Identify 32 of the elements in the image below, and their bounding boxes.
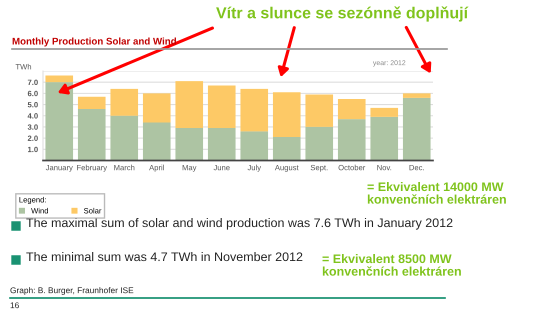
bar	[208, 86, 236, 128]
bar	[370, 108, 398, 117]
bar	[175, 128, 204, 160]
bar	[110, 88, 138, 116]
bar	[305, 126, 334, 160]
bar	[272, 92, 301, 138]
text: Vítr a slunce se sezónně doplňují	[216, 6, 468, 22]
bar	[142, 93, 171, 122]
bar	[402, 98, 431, 160]
bar	[305, 94, 334, 127]
bar	[142, 122, 171, 160]
chart-title: Monthly Production Solar and Wind	[12, 37, 176, 47]
bar	[272, 137, 301, 160]
text: = Ekvivalent 8500 MW konvenčních elektráren	[322, 254, 461, 276]
bar	[208, 128, 236, 160]
bar	[338, 98, 366, 120]
bar	[45, 75, 74, 82]
bar	[78, 96, 106, 110]
text: 16	[10, 302, 19, 308]
text: The maximal sum of solar and wind production was 7.6 TWh in January 2012	[26, 218, 452, 230]
bar	[240, 131, 268, 160]
bar	[175, 81, 204, 128]
bar	[78, 109, 106, 160]
bar	[240, 88, 268, 132]
bar	[45, 82, 74, 160]
bar	[110, 116, 138, 160]
text: = Ekvivalent 14000 MW konvenčních elektráren	[368, 182, 506, 204]
text: Graph: B. Burger, Fraunhofer ISE	[10, 287, 134, 295]
text: The minimal sum was 4.7 TWh in November 2012	[26, 252, 302, 262]
bar	[338, 119, 366, 160]
bar	[402, 93, 431, 98]
bar	[370, 116, 398, 160]
